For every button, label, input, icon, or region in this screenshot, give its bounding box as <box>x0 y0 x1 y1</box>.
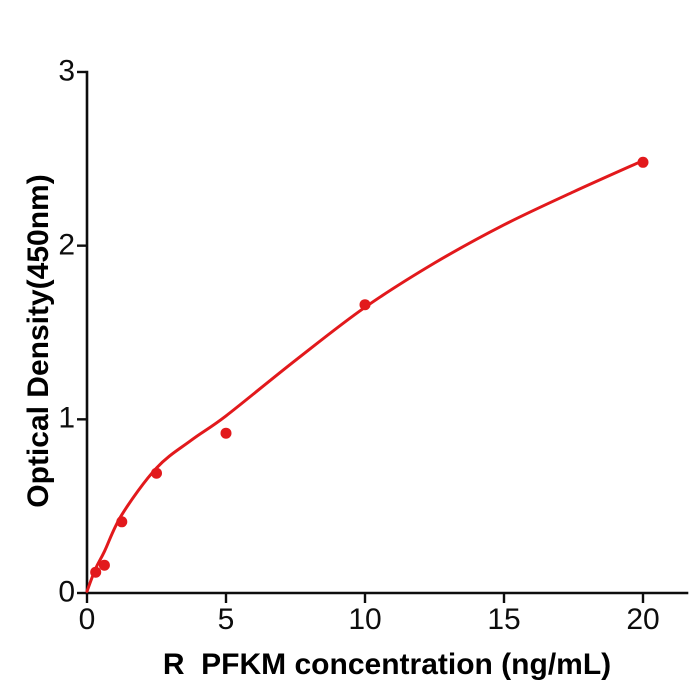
y-tick-label: 0 <box>58 575 75 609</box>
data-point <box>98 559 110 571</box>
data-point <box>151 467 162 479</box>
x-tick-label: 10 <box>348 603 382 636</box>
x-tick-label: 5 <box>217 603 235 636</box>
data-point <box>359 299 371 311</box>
x-tick-label: 20 <box>626 603 660 636</box>
y-tick-label: 2 <box>58 228 75 262</box>
data-point <box>116 516 128 528</box>
fit-curve-line <box>85 159 645 593</box>
y-axis-title: Optical Density(450nm) <box>22 174 55 508</box>
data-point <box>220 427 232 439</box>
x-tick-label: 15 <box>487 603 521 636</box>
y-tick-label: 3 <box>58 54 75 88</box>
x-tick-label: 0 <box>78 603 96 636</box>
data-point <box>637 156 649 168</box>
x-axis-title: R PFKM concentration (ng/mL) <box>162 648 612 681</box>
y-tick-label: 1 <box>58 401 75 435</box>
data-point <box>90 566 102 578</box>
